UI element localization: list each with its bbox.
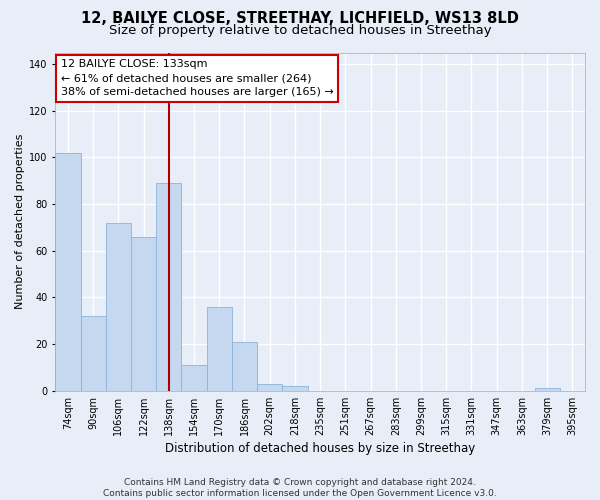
Bar: [232, 342, 257, 391]
Bar: [283, 386, 308, 391]
Bar: [257, 384, 283, 391]
Text: 12 BAILYE CLOSE: 133sqm
← 61% of detached houses are smaller (264)
38% of semi-d: 12 BAILYE CLOSE: 133sqm ← 61% of detache…: [61, 60, 334, 98]
Bar: [156, 183, 181, 391]
Text: 12, BAILYE CLOSE, STREETHAY, LICHFIELD, WS13 8LD: 12, BAILYE CLOSE, STREETHAY, LICHFIELD, …: [81, 11, 519, 26]
Bar: [206, 307, 232, 391]
Bar: [181, 365, 206, 391]
Text: Size of property relative to detached houses in Streethay: Size of property relative to detached ho…: [109, 24, 491, 37]
Bar: [535, 388, 560, 391]
Bar: [106, 223, 131, 391]
Bar: [131, 237, 156, 391]
X-axis label: Distribution of detached houses by size in Streethay: Distribution of detached houses by size …: [165, 442, 475, 455]
Text: Contains HM Land Registry data © Crown copyright and database right 2024.
Contai: Contains HM Land Registry data © Crown c…: [103, 478, 497, 498]
Bar: [80, 316, 106, 391]
Bar: [55, 153, 80, 391]
Y-axis label: Number of detached properties: Number of detached properties: [15, 134, 25, 310]
